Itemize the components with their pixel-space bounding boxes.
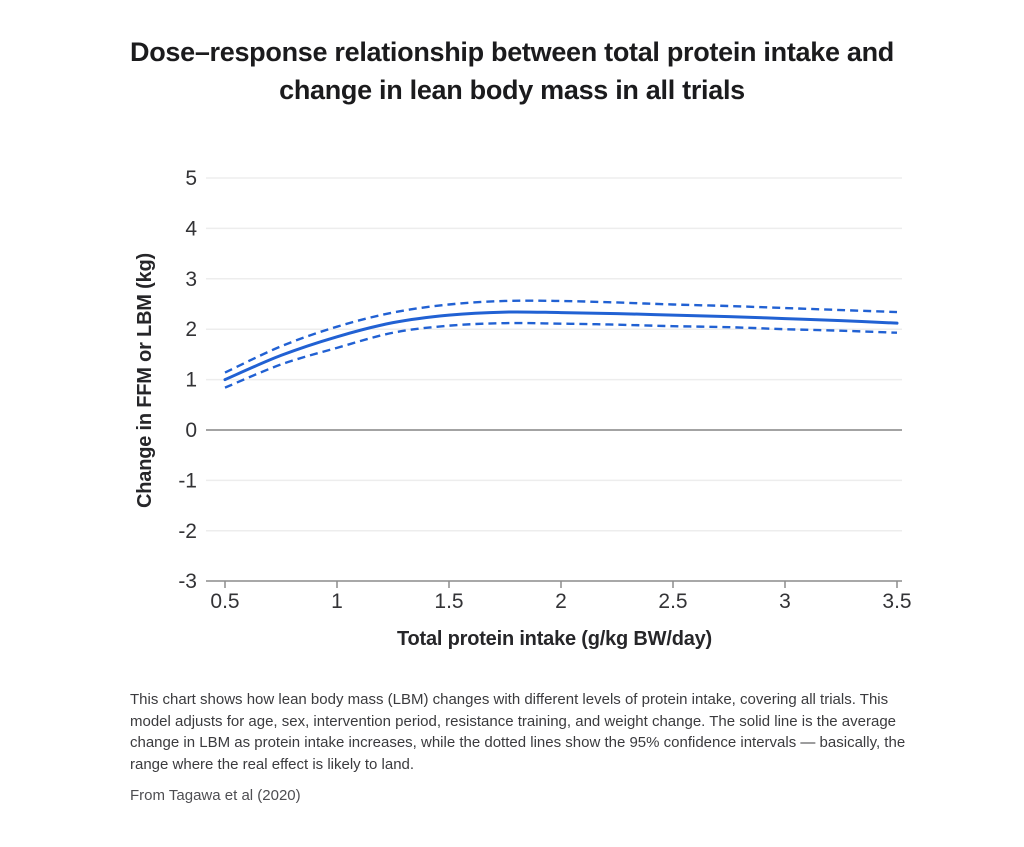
ci-upper-line	[224, 299, 898, 374]
y-axis-title: Change in FFM or LBM (kg)	[133, 252, 156, 508]
y-tick-label: -2	[178, 520, 197, 543]
y-tick-label: 1	[185, 369, 197, 392]
x-tick-label: 2	[555, 590, 567, 613]
mean-line	[223, 310, 899, 382]
y-tick-label: -1	[178, 469, 197, 492]
y-tick-label: -3	[178, 570, 197, 593]
chart-caption: This chart shows how lean body mass (LBM…	[130, 691, 906, 773]
x-tick-label: 0.5	[210, 590, 239, 613]
x-tick-label: 2.5	[658, 590, 687, 613]
y-tick-label: 4	[185, 217, 197, 240]
y-axis-title-wrap: Change in FFM or LBM (kg)	[126, 178, 164, 582]
y-tick-label: 2	[185, 318, 197, 341]
y-tick-label: 3	[185, 268, 197, 291]
ci-lower-line	[224, 321, 898, 389]
x-tick-label: 3.5	[882, 590, 911, 613]
y-tick-label: 0	[185, 419, 197, 442]
chart-title: Dose–response relationship between total…	[130, 37, 894, 105]
x-tick-label: 1	[331, 590, 343, 613]
y-tick-label: 5	[185, 167, 197, 190]
chart-source: From Tagawa et al (2020)	[130, 787, 301, 804]
x-tick-label: 1.5	[434, 590, 463, 613]
x-axis-title: Total protein intake (g/kg BW/day)	[396, 628, 713, 650]
x-tick-label: 3	[779, 590, 791, 613]
